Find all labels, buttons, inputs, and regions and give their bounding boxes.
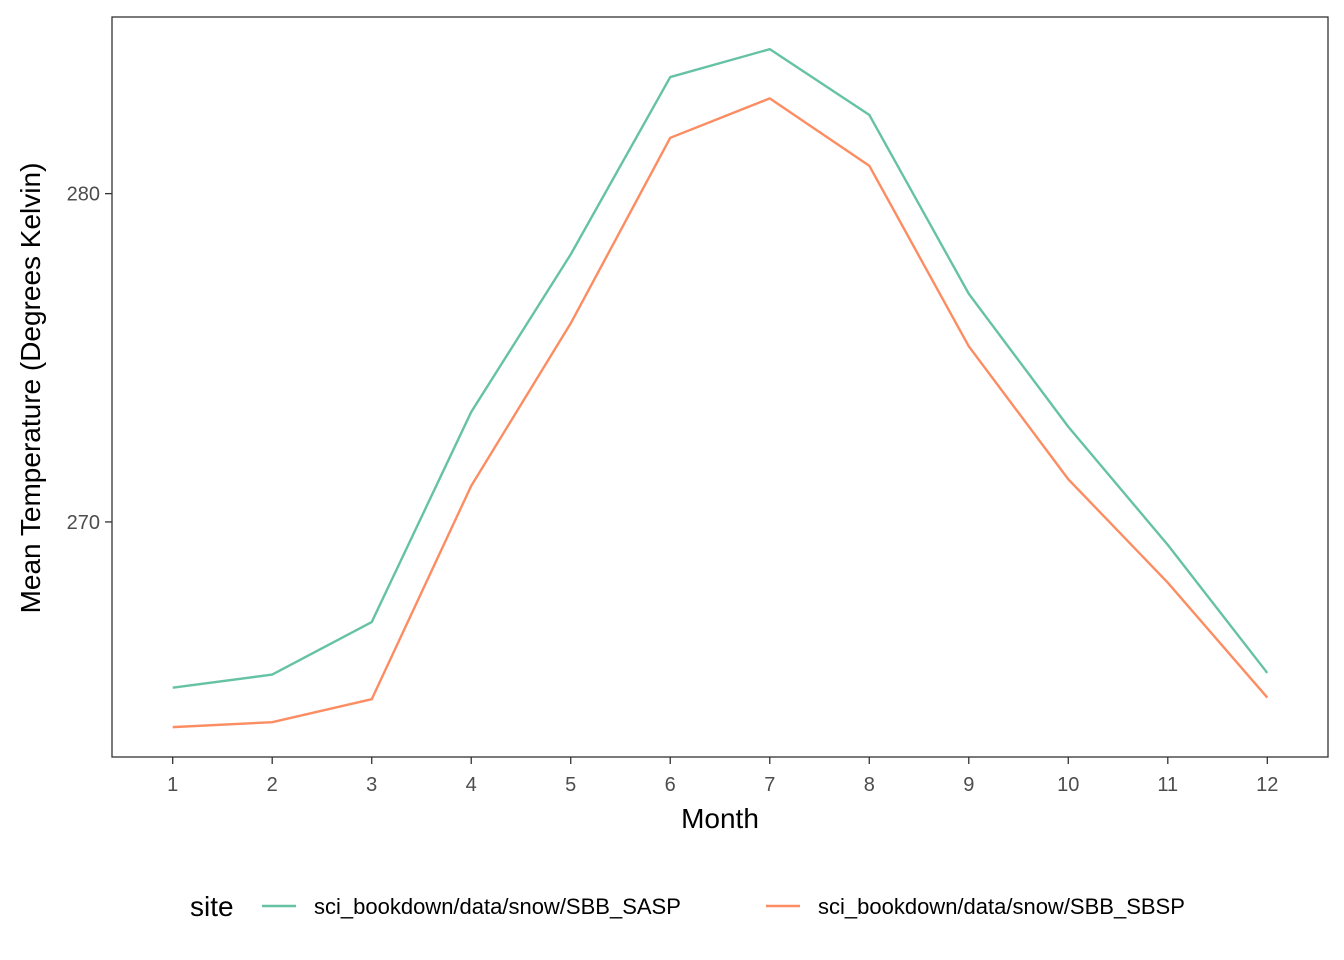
y-axis-title: Mean Temperature (Degrees Kelvin) bbox=[15, 163, 46, 614]
legend-label-1: sci_bookdown/data/snow/SBB_SASP bbox=[314, 894, 681, 919]
series-line-2 bbox=[172, 97, 1269, 729]
x-tick-label: 10 bbox=[1057, 774, 1079, 796]
x-tick-label: 1 bbox=[167, 774, 178, 796]
legend-label-2: sci_bookdown/data/snow/SBB_SBSP bbox=[818, 894, 1185, 919]
y-tick-label: 270 bbox=[67, 512, 100, 534]
legend: site sci_bookdown/data/snow/SBB_SASP sci_b… bbox=[190, 891, 1185, 922]
x-tick-label: 11 bbox=[1157, 774, 1178, 796]
x-tick-label: 9 bbox=[963, 774, 974, 796]
x-tick-label: 4 bbox=[466, 774, 477, 796]
panel-border bbox=[111, 16, 1329, 758]
x-axis-title: Month bbox=[681, 803, 759, 834]
y-tick-label: 280 bbox=[67, 184, 100, 206]
x-tick-label: 6 bbox=[665, 774, 676, 796]
x-tick-label: 8 bbox=[864, 774, 875, 796]
x-tick-label: 2 bbox=[267, 774, 278, 796]
plot-area bbox=[172, 47, 1269, 729]
legend-title: site bbox=[190, 891, 234, 922]
x-tick-label: 12 bbox=[1256, 774, 1278, 796]
x-tick-label: 3 bbox=[366, 774, 377, 796]
x-tick-label: 5 bbox=[565, 774, 576, 796]
series-line-1 bbox=[172, 47, 1269, 689]
x-tick-label: 7 bbox=[764, 774, 775, 796]
